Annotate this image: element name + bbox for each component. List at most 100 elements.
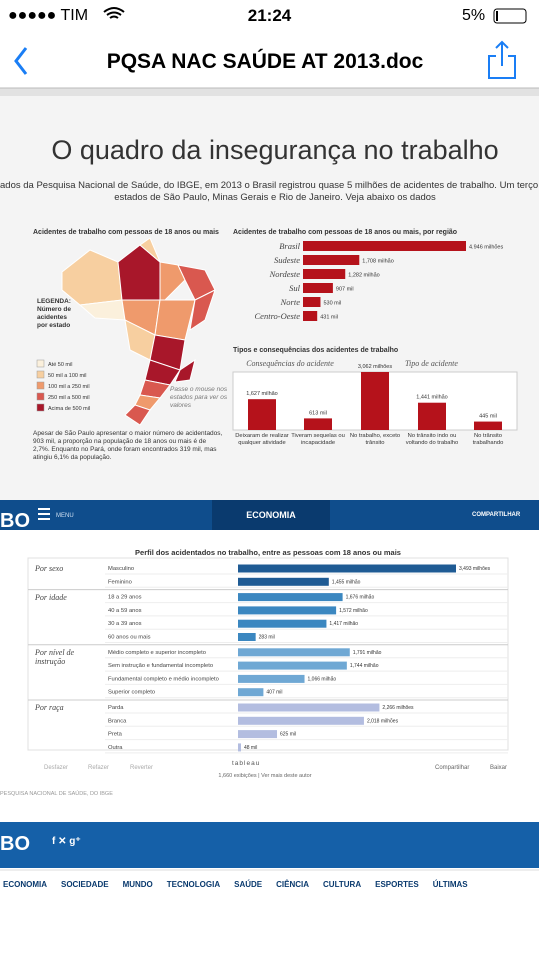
category-label: 40 a 59 anos [108, 608, 142, 614]
value-label: 445 mil [479, 414, 497, 420]
battery-text: 5% [462, 7, 486, 24]
clock: 21:24 [247, 6, 292, 25]
group-label: Por idade [35, 592, 67, 602]
article-intro: ados da Pesquisa Nacional de Saúde, do I… [0, 180, 539, 191]
value-label: 1,441 milhão [416, 395, 448, 401]
undo[interactable]: Desfazer [44, 765, 69, 771]
legend-swatch [36, 381, 45, 390]
category-label: 30 a 39 anos [108, 621, 142, 627]
bar [238, 730, 278, 739]
footer-link[interactable]: SOCIEDADE [61, 880, 109, 889]
value-label: 1,708 milhão [362, 259, 394, 265]
back-button[interactable] [14, 47, 28, 75]
legend-title: LEGENDA: Número de acidentes por estado [37, 298, 71, 329]
menu-icon[interactable] [38, 508, 50, 520]
value-label: 3,493 milhões [459, 566, 491, 572]
bar [238, 674, 305, 683]
redo[interactable]: Refazer [88, 765, 110, 771]
bar [303, 269, 346, 279]
bar [238, 688, 264, 697]
category-label: Branca [108, 718, 127, 724]
category-label: Superior completo [108, 690, 155, 696]
legend-label: 100 mil a 250 mil [48, 384, 90, 390]
download[interactable]: Baixar [490, 765, 508, 771]
value-label: 1,572 milhão [339, 608, 368, 614]
column-label: No trânsito trabalhando [472, 433, 504, 446]
social-icons[interactable]: f ✕ g⁺ [52, 836, 81, 847]
column [418, 402, 446, 430]
bar [238, 619, 327, 628]
value-label: 3,062 milhões [358, 364, 392, 370]
battery-icon [493, 8, 527, 24]
category-label: Parda [108, 705, 124, 711]
value-label: 283 mil [259, 635, 275, 641]
views[interactable]: 1,660 exibições | Ver mais deste autor [218, 773, 312, 779]
region-label: Sudeste [274, 255, 300, 265]
region-label: Norte [280, 297, 301, 307]
tableau-share[interactable]: Compartilhar [435, 765, 470, 771]
group-title: Tipo de acidente [405, 359, 458, 368]
footer-links: ECONOMIA SOCIEDADE MUNDO TECNOLOGIA SAÚDE CIÊ… [3, 881, 468, 889]
footer-link[interactable]: MUNDO [122, 880, 153, 889]
footer-logo[interactable]: BO [0, 833, 30, 855]
legend-swatch [36, 403, 45, 412]
tableau-brand[interactable]: tableau [232, 760, 261, 767]
region-label: Brasil [279, 241, 300, 251]
region-label: Centro-Oeste [255, 311, 301, 321]
bar [303, 241, 466, 251]
legend-swatch [36, 370, 45, 379]
cut-image [0, 88, 539, 96]
column-label: Deixaram de realizar qualquer atividade [235, 433, 289, 446]
column [474, 421, 502, 430]
footer-link[interactable]: SAÚDE [234, 880, 263, 889]
group-label: Por sexo [35, 564, 64, 573]
menu-label[interactable]: MENU [56, 513, 74, 519]
wifi-icon [103, 7, 125, 19]
category-label: 18 a 29 anos [108, 595, 142, 601]
category-label: Feminino [108, 579, 132, 585]
globo-logo[interactable]: BO [0, 510, 30, 532]
value-label: 907 mil [336, 287, 354, 293]
legend-swatch [36, 359, 45, 368]
column [248, 399, 276, 430]
section-label[interactable]: ECONOMIA [246, 510, 296, 520]
bar [238, 633, 256, 641]
value-label: 1,627 milhão [246, 391, 278, 397]
revert[interactable]: Reverter [130, 765, 154, 771]
footer-link[interactable]: ESPORTES [375, 880, 419, 889]
section-tab [212, 500, 330, 530]
value-label: 2,018 milhões [367, 718, 399, 724]
legend-label: 50 mil a 100 mil [48, 373, 87, 379]
bar [238, 661, 347, 670]
share-label[interactable]: COMPARTILHAR [472, 512, 521, 518]
footer-link[interactable]: ÚLTIMAS [432, 880, 468, 889]
value-label: 407 mil [266, 690, 282, 696]
footer-link[interactable]: TECNOLOGIA [166, 880, 221, 889]
bar [238, 648, 350, 657]
carrier: ●●●●● TIM [8, 7, 89, 24]
bar [238, 577, 329, 586]
column-label: No trabalho, exceto trânsito [349, 433, 401, 446]
category-label: Sem instrução e fundamental incompleto [108, 663, 213, 669]
footer-link[interactable]: CIÊNCIA [276, 880, 310, 889]
bar [238, 593, 343, 602]
bar [303, 297, 321, 307]
value-label: 530 mil [323, 301, 341, 307]
share-button[interactable] [488, 40, 516, 79]
map-note: Apesar de São Paulo apresentar o maior n… [33, 430, 223, 461]
value-label: 625 mil [280, 732, 296, 738]
footer-link[interactable]: CULTURA [323, 880, 362, 889]
value-label: 1,417 milhão [329, 621, 358, 627]
region-title: Acidentes de trabalho com pessoas de 18 … [233, 229, 458, 236]
group-label: Por nível de instrução [35, 647, 75, 666]
legend-label: Até 50 mil [48, 362, 72, 368]
value-label: 2,266 milhões [382, 705, 414, 711]
footer-link[interactable]: ECONOMIA [3, 880, 47, 889]
source: PESQUISA NACIONAL DE SAÚDE, DO IBGE [0, 791, 113, 797]
bar [303, 283, 333, 293]
bar [238, 716, 364, 725]
legend-swatch [36, 392, 45, 401]
region-label: Nordeste [269, 269, 301, 279]
